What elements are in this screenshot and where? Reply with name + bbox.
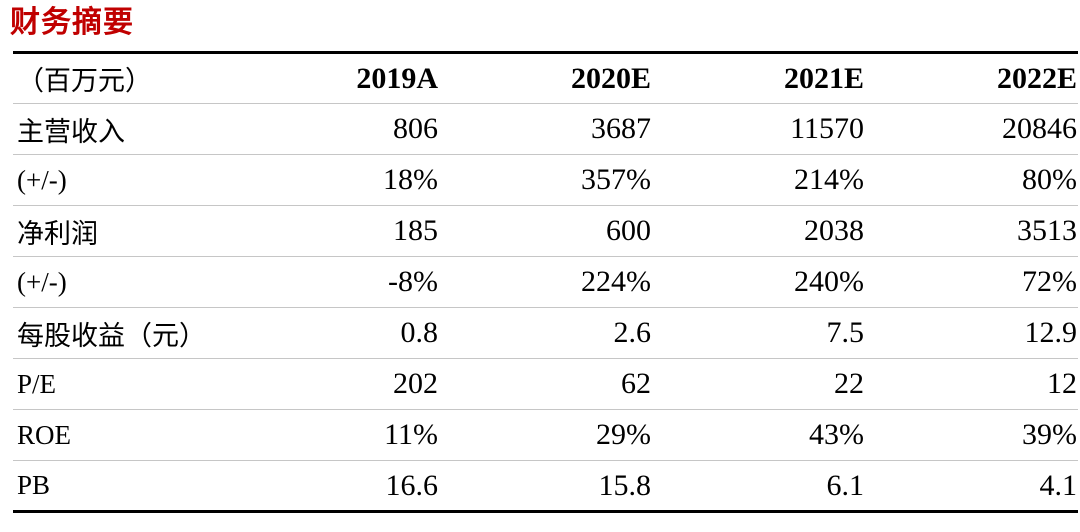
cell-value: 22	[652, 358, 865, 410]
cell-value: 20846	[865, 103, 1078, 155]
financial-summary-table: （百万元） 2019A 2020E 2021E 2022E 主营收入 806 3…	[13, 51, 1078, 513]
table-row-eps: 每股收益（元） 0.8 2.6 7.5 12.9	[13, 307, 1078, 359]
year-header-2021e: 2021E	[652, 52, 865, 104]
row-label: ROE	[13, 409, 226, 461]
cell-value: 4.1	[1039, 468, 1078, 502]
cell-value: 0.8	[226, 307, 439, 359]
table-row-pe: P/E 202 62 22 12	[13, 358, 1078, 410]
row-label: PB	[17, 470, 51, 500]
cell-value: 18%	[226, 154, 439, 206]
cell-value: 11570	[652, 103, 865, 155]
cell-value: 357%	[439, 154, 652, 206]
table-row-roe: ROE 11% 29% 43% 39%	[13, 409, 1078, 461]
table-row-net-profit: 净利润 185 600 2038 3513	[13, 205, 1078, 257]
cell-value: 43%	[652, 409, 865, 461]
table-row-revenue: 主营收入 806 3687 11570 20846	[13, 103, 1078, 155]
year-header-2020e: 2020E	[439, 52, 652, 104]
cell-value: 80%	[865, 154, 1078, 206]
cell-value: 15.8	[598, 468, 652, 502]
row-label: 净利润	[13, 205, 226, 257]
cell-value: 806	[226, 103, 439, 155]
cell-value: 2038	[652, 205, 865, 257]
table-row-revenue-growth: (+/-) 18% 357% 214% 80%	[13, 154, 1078, 206]
row-label: 主营收入	[13, 103, 226, 155]
cell-value: 214%	[652, 154, 865, 206]
cell-value: 39%	[865, 409, 1078, 461]
table-row-pb: PB 16.6 15.8 6.1 4.1	[13, 461, 1078, 512]
year-header-2022e: 2022E	[865, 52, 1078, 104]
year-header-2019a: 2019A	[226, 52, 439, 104]
cell-value: 3513	[865, 205, 1078, 257]
cell-value: 62	[439, 358, 652, 410]
header-row: （百万元） 2019A 2020E 2021E 2022E	[13, 52, 1078, 104]
cell-value: 600	[439, 205, 652, 257]
row-label: (+/-)	[13, 256, 226, 308]
cell-value: 202	[226, 358, 439, 410]
cell-value: 7.5	[652, 307, 865, 359]
cell-value: 2.6	[439, 307, 652, 359]
cell-value: 16.6	[385, 468, 439, 502]
row-label: 每股收益（元）	[13, 307, 226, 359]
cell-value: 72%	[865, 256, 1078, 308]
row-label: P/E	[13, 358, 226, 410]
row-label: (+/-)	[13, 154, 226, 206]
section-title: 财务摘要	[10, 6, 134, 39]
cell-value: 12	[865, 358, 1078, 410]
cell-value: 11%	[226, 409, 439, 461]
cell-value: 185	[226, 205, 439, 257]
unit-header: （百万元）	[13, 52, 226, 104]
cell-value: 29%	[439, 409, 652, 461]
cell-value: 240%	[652, 256, 865, 308]
cell-value: -8%	[226, 256, 439, 308]
cell-value: 224%	[439, 256, 652, 308]
table-row-net-profit-growth: (+/-) -8% 224% 240% 72%	[13, 256, 1078, 308]
cell-value: 6.1	[826, 468, 865, 502]
cell-value: 12.9	[865, 307, 1078, 359]
cell-value: 3687	[439, 103, 652, 155]
